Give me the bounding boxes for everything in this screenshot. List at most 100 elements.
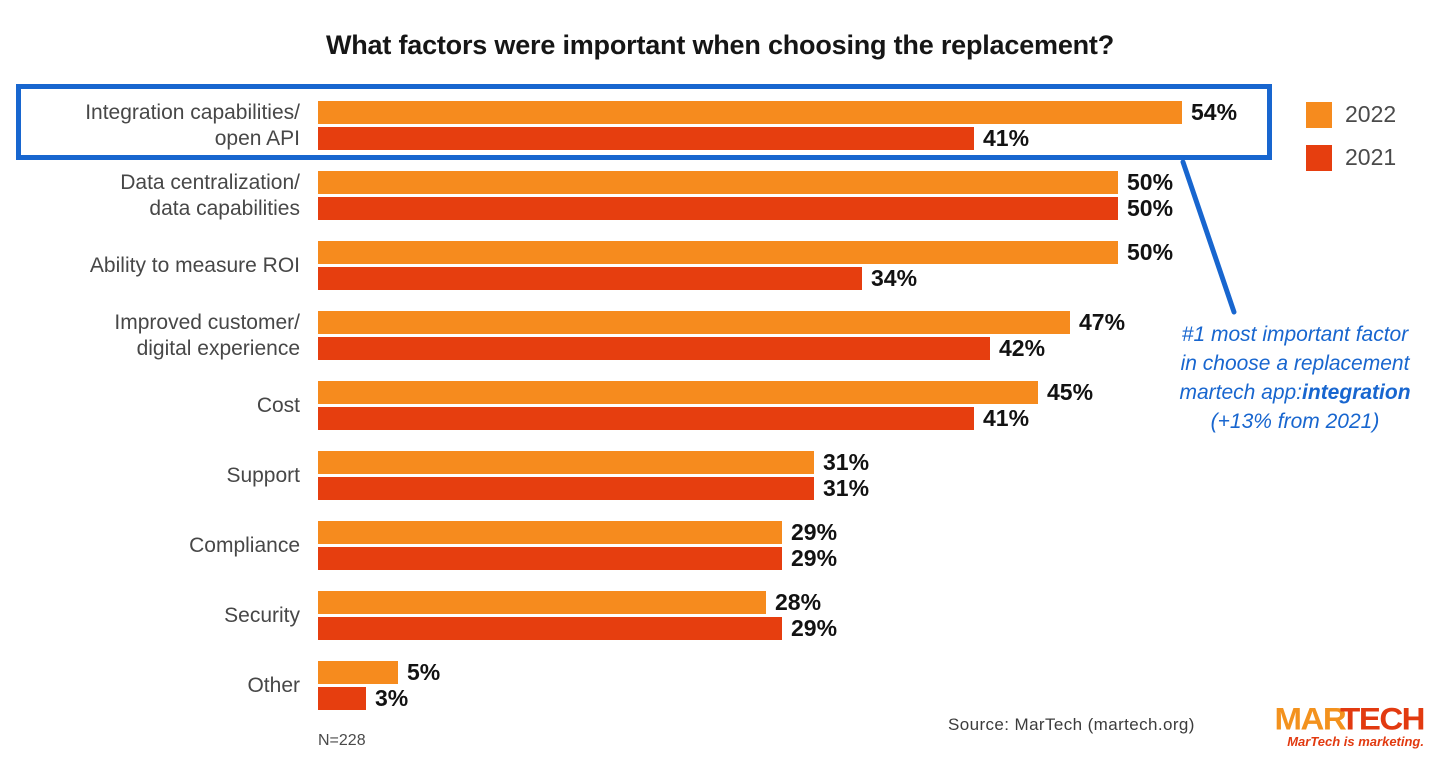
annotation-line-1: #1 most important factor xyxy=(1181,323,1409,346)
value-label-2022: 45% xyxy=(1047,379,1094,405)
bar-2022 xyxy=(318,381,1038,404)
source-text: Source: MarTech (martech.org) xyxy=(948,715,1195,734)
annotation-line-4: (+13% from 2021) xyxy=(1210,410,1380,433)
bar-2022 xyxy=(318,241,1118,264)
bar-group: 54% 41% xyxy=(318,99,1418,151)
category-label: Cost xyxy=(256,393,300,417)
bar-2021 xyxy=(318,267,862,290)
logo-text-mar: MAR xyxy=(1274,701,1347,737)
bar-line-2022: 50% xyxy=(318,239,1174,265)
category-label: Ability to measure ROI xyxy=(89,253,300,277)
value-label-2021: 41% xyxy=(983,125,1030,151)
bar-line-2022: 31% xyxy=(318,449,870,475)
bar-line-2021: 29% xyxy=(318,545,838,571)
value-label-2022: 31% xyxy=(823,449,870,475)
bar-line-2022: 29% xyxy=(318,519,838,545)
bar-line-2021: 42% xyxy=(318,335,1046,361)
bar-group: 5% 3% xyxy=(318,659,1418,711)
sample-size: N=228 xyxy=(318,732,366,749)
bar-line-2022: 45% xyxy=(318,379,1094,405)
bar-2021 xyxy=(318,477,814,500)
bar-line-2022: 5% xyxy=(318,659,441,685)
value-label-2022: 5% xyxy=(407,659,441,685)
legend-swatch-2021 xyxy=(1306,144,1332,171)
category-label: Data centralization/data capabilities xyxy=(120,170,300,220)
chart-row: Data centralization/data capabilities 50… xyxy=(0,169,1440,221)
bar-group: 50% 50% xyxy=(318,169,1418,221)
bar-line-2021: 3% xyxy=(318,685,409,711)
chart-row: Support 31% 31% xyxy=(0,449,1440,501)
value-label-2021: 29% xyxy=(791,615,838,641)
bar-2021 xyxy=(318,127,974,150)
bar-2022 xyxy=(318,451,814,474)
bar-group: 50% 34% xyxy=(318,239,1418,291)
annotation-line-3-prefix: martech app: xyxy=(1179,381,1303,404)
logo-tagline: MarTech is marketing. xyxy=(1287,734,1424,749)
legend: 2022 2021 xyxy=(1306,101,1396,187)
logo-text-tech: TECH xyxy=(1340,701,1425,737)
value-label-2022: 50% xyxy=(1127,169,1174,195)
bar-2021 xyxy=(318,337,990,360)
value-label-2021: 34% xyxy=(871,265,918,291)
bar-line-2022: 54% xyxy=(318,99,1238,125)
bar-2022 xyxy=(318,661,398,684)
value-label-2021: 50% xyxy=(1127,195,1174,221)
bar-2021 xyxy=(318,547,782,570)
value-label-2021: 29% xyxy=(791,545,838,571)
legend-label-2022: 2022 xyxy=(1345,101,1397,127)
bar-line-2021: 41% xyxy=(318,405,1030,431)
bar-2022 xyxy=(318,101,1182,124)
chart-row: Other 5% 3% xyxy=(0,659,1440,711)
value-label-2022: 54% xyxy=(1191,99,1238,125)
annotation-bold-word: integration xyxy=(1302,381,1411,404)
value-label-2021: 31% xyxy=(823,475,870,501)
value-label-2022: 29% xyxy=(791,519,838,545)
bar-2021 xyxy=(318,407,974,430)
bar-line-2022: 47% xyxy=(318,309,1126,335)
bar-group: 31% 31% xyxy=(318,449,1418,501)
bar-2022 xyxy=(318,521,782,544)
category-label: Security xyxy=(224,603,300,627)
annotation-text: #1 most important factor in choose a rep… xyxy=(1146,320,1440,436)
bar-line-2022: 50% xyxy=(318,169,1174,195)
highlight-box xyxy=(16,84,1272,160)
bar-2021 xyxy=(318,687,366,710)
bar-line-2021: 50% xyxy=(318,195,1174,221)
category-label: Support xyxy=(226,463,300,487)
category-label: Integration capabilities/open API xyxy=(85,100,300,150)
bar-2022 xyxy=(318,591,766,614)
bar-line-2021: 41% xyxy=(318,125,1030,151)
bar-line-2022: 28% xyxy=(318,589,821,615)
value-label-2021: 3% xyxy=(375,685,409,711)
legend-item-2021: 2021 xyxy=(1306,144,1396,171)
bar-2022 xyxy=(318,171,1118,194)
value-label-2021: 42% xyxy=(999,335,1046,361)
value-label-2022: 50% xyxy=(1127,239,1174,265)
bar-line-2021: 29% xyxy=(318,615,838,641)
martech-logo: MARTECH MarTech is marketing. xyxy=(1234,701,1426,749)
legend-label-2021: 2021 xyxy=(1345,144,1397,170)
annotation-line-3: martech app:integration xyxy=(1146,378,1440,407)
category-label: Other xyxy=(247,673,300,697)
category-label: Improved customer/digital experience xyxy=(114,310,300,360)
bar-2022 xyxy=(318,311,1070,334)
legend-swatch-2022 xyxy=(1306,101,1332,128)
value-label-2022: 47% xyxy=(1079,309,1126,335)
legend-item-2022: 2022 xyxy=(1306,101,1396,128)
bar-group: 45% 41% xyxy=(318,379,1418,431)
category-label: Compliance xyxy=(189,533,300,557)
bar-group: 28% 29% xyxy=(318,589,1418,641)
chart-title: What factors were important when choosin… xyxy=(325,30,1115,60)
bar-2021 xyxy=(318,197,1118,220)
chart-row: Compliance 29% 29% xyxy=(0,519,1440,571)
bar-group: 47% 42% xyxy=(318,309,1418,361)
bar-line-2021: 34% xyxy=(318,265,918,291)
bar-group: 29% 29% xyxy=(318,519,1418,571)
annotation-line-2: in choose a replacement xyxy=(1180,352,1410,375)
chart-row: Ability to measure ROI 50% 34% xyxy=(0,239,1440,291)
bar-line-2021: 31% xyxy=(318,475,870,501)
bar-2021 xyxy=(318,617,782,640)
chart-row: Security 28% 29% xyxy=(0,589,1440,641)
value-label-2021: 41% xyxy=(983,405,1030,431)
